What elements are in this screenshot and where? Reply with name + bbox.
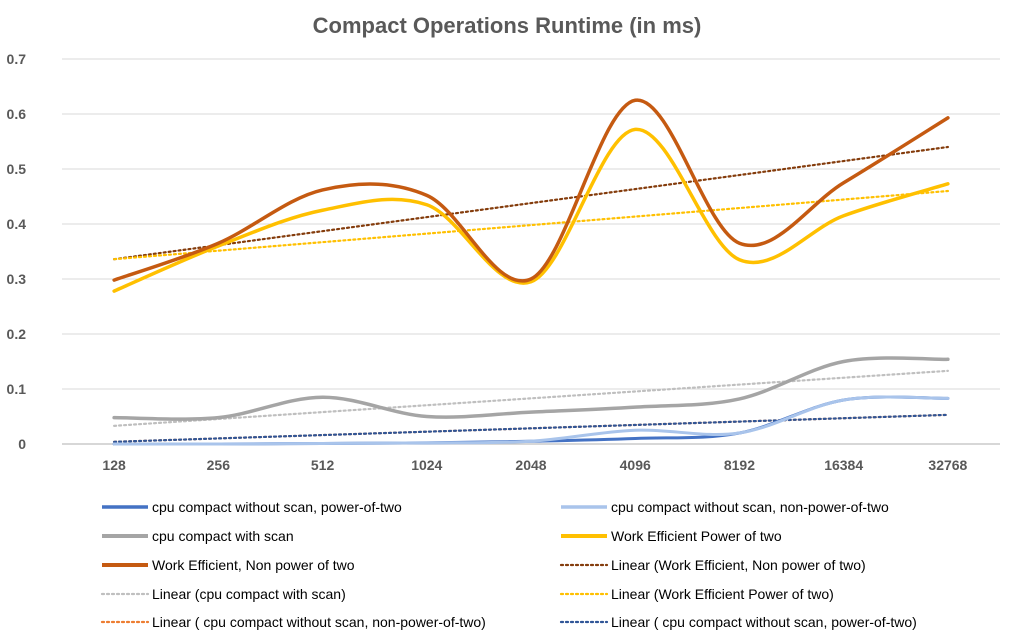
x-tick-label: 8192	[724, 457, 755, 473]
y-tick-label: 0.2	[7, 326, 27, 342]
series-lines	[112, 98, 950, 446]
series-line-cpu-compact-without-scan-non-power-of-two	[112, 395, 950, 446]
trendline-linear-work-efficient-power-of-two	[113, 189, 949, 261]
y-tick-label: 0	[18, 436, 26, 452]
trendline-linear-work-efficient-non-power-of-two	[113, 145, 949, 261]
legend-entry-label: Work Efficient, Non power of two	[152, 557, 355, 573]
trendline-linear-cpu-compact-with-scan	[113, 369, 949, 427]
chart-title: Compact Operations Runtime (in ms)	[313, 13, 702, 38]
legend-entry-label: cpu compact without scan, power-of-two	[152, 499, 402, 515]
legend-entry-label: Work Efficient Power of two	[611, 528, 782, 544]
legend-entry-label: Linear (Work Efficient Power of two)	[611, 586, 834, 602]
legend-entry-label: Linear (Work Efficient, Non power of two…	[611, 557, 866, 573]
y-tick-label: 0.1	[7, 381, 27, 397]
gridlines	[62, 58, 1000, 445]
y-axis-ticks: 0 0.1 0.2 0.3 0.4 0.5 0.6 0.7	[7, 51, 27, 452]
y-tick-label: 0.6	[7, 106, 27, 122]
series-line-cpu-compact-with-scan	[112, 356, 950, 421]
trendline-linear-cpu-compact-without-scan-power-of-two	[113, 413, 949, 443]
legend-entry-label: Linear ( cpu compact without scan, non-p…	[152, 614, 486, 630]
legend: cpu compact without scan, power-of-two cp…	[100, 499, 917, 630]
legend-entry-label: Linear ( cpu compact without scan, power…	[611, 614, 917, 630]
y-tick-label: 0.7	[7, 51, 27, 67]
x-tick-label: 4096	[620, 457, 651, 473]
x-tick-label: 2048	[515, 457, 546, 473]
x-tick-label: 1024	[411, 457, 442, 473]
legend-entry-label: cpu compact with scan	[152, 528, 294, 544]
legend-entry-label: cpu compact without scan, non-power-of-t…	[611, 499, 889, 515]
x-tick-label: 16384	[824, 457, 863, 473]
y-tick-label: 0.3	[7, 271, 27, 287]
x-tick-label: 32768	[928, 457, 967, 473]
x-tick-label: 128	[102, 457, 126, 473]
y-tick-label: 0.5	[7, 161, 27, 177]
x-axis-ticks: 128 256 512 1024 2048 4096 8192 16384 32768	[102, 457, 967, 473]
legend-entry-label: Linear (cpu compact with scan)	[152, 586, 346, 602]
x-tick-label: 256	[207, 457, 231, 473]
series-line-work-efficient-power-of-two	[112, 127, 950, 293]
y-tick-label: 0.4	[7, 216, 27, 232]
series-line-work-efficient-non-power-of-two	[112, 98, 950, 283]
x-tick-label: 512	[311, 457, 335, 473]
